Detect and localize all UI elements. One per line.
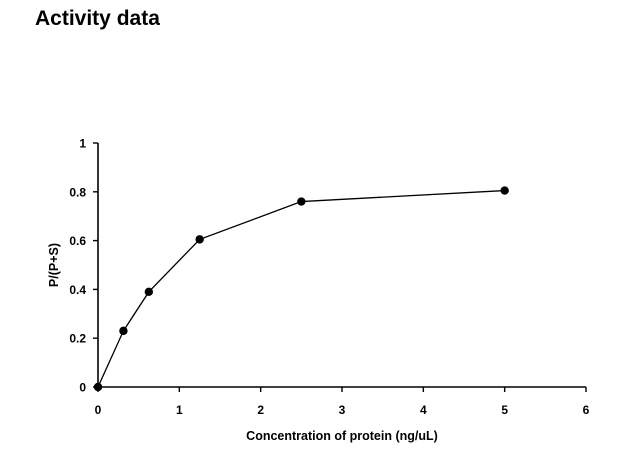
data-point <box>144 287 154 297</box>
y-axis-label: P/(P+S) <box>47 243 61 287</box>
y-tick-label: 0 <box>79 381 86 395</box>
series-line <box>97 189 505 388</box>
chart-axes <box>97 143 586 388</box>
x-tick-label: 6 <box>583 403 590 417</box>
chart-series <box>97 189 505 388</box>
data-point <box>93 382 103 392</box>
y-tick-label: 0.6 <box>69 234 86 248</box>
x-tick-label: 5 <box>501 403 508 417</box>
y-tick-label: 0.4 <box>69 283 86 297</box>
page-title: Activity data <box>35 7 160 30</box>
chart-ticks <box>93 142 587 392</box>
data-point <box>119 326 128 336</box>
x-tick-label: 3 <box>339 403 346 417</box>
x-tick-label: 0 <box>95 403 102 417</box>
x-tick-label: 2 <box>257 403 264 417</box>
data-point <box>195 235 204 244</box>
y-tick-label: 0.8 <box>69 185 86 199</box>
x-tick-label: 4 <box>420 403 427 417</box>
data-point <box>500 186 509 195</box>
y-tick-label: 1 <box>79 137 86 151</box>
data-point <box>297 197 306 206</box>
chart-tick-labels: 0 1 2 3 4 5 6 0 0.2 0.4 0.6 0.8 1 <box>69 137 589 418</box>
x-tick-label: 1 <box>176 403 183 417</box>
x-axis-label: Concentration of protein (ng/uL) <box>246 429 438 443</box>
y-tick-label: 0.2 <box>69 332 86 346</box>
chart-points <box>93 186 509 392</box>
